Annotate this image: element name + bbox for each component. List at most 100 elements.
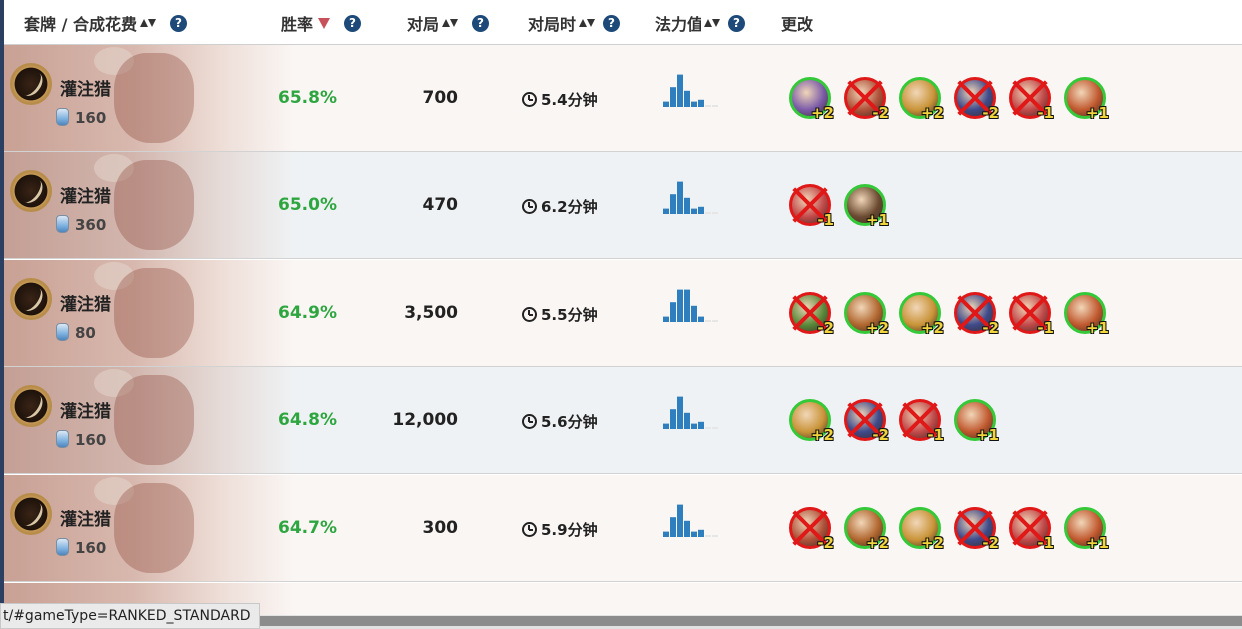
mana-curve-bar [677, 181, 683, 214]
card-added-icon[interactable]: +1 [844, 184, 889, 229]
winrate-value: 64.9% [278, 303, 337, 323]
mana-curve-bar [684, 197, 690, 214]
card-added-icon[interactable]: +2 [789, 399, 834, 444]
card-removed-icon[interactable]: -2 [954, 77, 999, 122]
games-count: 470 [422, 195, 459, 215]
sort-descending-icon[interactable] [318, 17, 331, 29]
card-removed-icon[interactable]: -2 [954, 292, 999, 337]
deck-art-background [4, 367, 294, 473]
card-count: +2 [920, 319, 944, 337]
card-count: -2 [982, 319, 999, 337]
card-removed-icon[interactable]: -2 [844, 77, 889, 122]
deck-row[interactable]: 灌注猎 160 64.8% 12,000 5.6分钟 +2 -2 -1 +1 [4, 367, 1242, 474]
winrate-value: 64.8% [278, 410, 337, 430]
help-icon[interactable]: ? [170, 14, 187, 32]
help-icon[interactable]: ? [603, 14, 621, 32]
card-added-icon[interactable]: +2 [899, 507, 944, 552]
card-count: +2 [920, 104, 944, 122]
header-deck-cost[interactable]: 套牌 / 合成花费 ? [24, 12, 187, 34]
deck-name[interactable]: 灌注猎 [60, 80, 111, 100]
mana-curve-bar [712, 320, 718, 322]
help-icon[interactable]: ? [472, 14, 490, 32]
mana-curve-bar-bg [705, 286, 711, 322]
card-added-icon[interactable]: +2 [844, 292, 889, 337]
card-count: +1 [865, 211, 889, 229]
card-added-icon[interactable]: +2 [899, 77, 944, 122]
card-removed-icon[interactable]: -1 [1009, 292, 1054, 337]
table-header: 套牌 / 合成花费 ? 胜率 ? 对局 ? 对局时 ? 法力值 ? 更改 [4, 0, 1242, 45]
card-added-icon[interactable]: +1 [1064, 507, 1109, 552]
duration: 5.6分钟 [522, 411, 598, 432]
mana-curve-bar-bg [712, 71, 718, 107]
games-count: 3,500 [404, 303, 458, 323]
deck-row[interactable]: 灌注猎 360 65.0% 470 6.2分钟 -1 +1 [4, 152, 1242, 259]
sort-both-icon[interactable] [579, 17, 596, 29]
dust-cost: 160 [75, 539, 107, 557]
deck-name[interactable]: 灌注猎 [60, 187, 111, 207]
header-mana-curve[interactable]: 法力值 ? [655, 12, 751, 34]
games-count: 700 [422, 88, 459, 108]
card-removed-icon[interactable]: -2 [789, 507, 834, 552]
mana-curve-bar-bg [712, 501, 718, 537]
card-added-icon[interactable]: +2 [899, 292, 944, 337]
dust-icon [56, 323, 69, 341]
card-removed-icon[interactable]: -2 [954, 507, 999, 552]
deck-name[interactable]: 灌注猎 [60, 402, 111, 422]
card-added-icon[interactable]: +1 [954, 399, 999, 444]
sort-both-icon[interactable] [140, 17, 156, 29]
mana-curve-chart [663, 501, 718, 537]
sort-both-icon[interactable] [442, 17, 459, 29]
scrollbar-thumb[interactable] [244, 616, 1242, 626]
deck-art-background [4, 475, 294, 581]
dust-cost: 80 [75, 324, 96, 342]
mana-curve-bar [698, 99, 704, 107]
header-duration[interactable]: 对局时 ? [528, 12, 622, 34]
card-added-icon[interactable]: +2 [789, 77, 834, 122]
card-count: +1 [1085, 534, 1109, 552]
card-added-icon[interactable]: +2 [844, 507, 889, 552]
duration: 5.5分钟 [522, 304, 598, 325]
sort-both-icon[interactable] [704, 17, 720, 29]
mana-curve-bar [670, 87, 676, 107]
card-removed-icon[interactable]: -1 [1009, 77, 1054, 122]
deck-name[interactable]: 灌注猎 [60, 295, 111, 315]
card-changes: -2 +2 +2 -2 -1 +1 [789, 507, 1119, 552]
deck-name[interactable]: 灌注猎 [60, 510, 111, 530]
hunter-class-icon [10, 278, 52, 320]
hunter-class-icon [10, 170, 52, 212]
card-removed-icon[interactable]: -2 [789, 292, 834, 337]
mana-curve-bar-bg [705, 71, 711, 107]
header-winrate-label: 胜率 [281, 15, 314, 34]
deck-row[interactable]: 灌注猎 160 65.8% 700 5.4分钟 +2 -2 +2 -2 -1 +1 [4, 45, 1242, 152]
mana-curve-bar [684, 289, 690, 322]
deck-row[interactable]: 灌注猎 80 64.9% 3,500 5.5分钟 -2 +2 +2 -2 -1 +1 [4, 260, 1242, 367]
card-removed-icon[interactable]: -1 [899, 399, 944, 444]
help-icon[interactable]: ? [344, 14, 362, 32]
mana-curve-bar [670, 409, 676, 429]
duration: 6.2分钟 [522, 196, 598, 217]
card-count: +2 [865, 534, 889, 552]
header-games[interactable]: 对局 ? [407, 12, 490, 34]
card-removed-icon[interactable]: -1 [1009, 507, 1054, 552]
dust-icon [56, 538, 69, 556]
header-games-label: 对局 [407, 15, 440, 34]
card-count: +1 [1085, 319, 1109, 337]
dust-icon [56, 430, 69, 448]
hunter-class-icon [10, 385, 52, 427]
deck-row[interactable]: 灌注猎 160 64.7% 300 5.9分钟 -2 +2 +2 -2 -1 +1 [4, 475, 1242, 582]
mana-curve-bar [691, 423, 697, 429]
mana-curve-bar [705, 212, 711, 214]
card-removed-icon[interactable]: -2 [844, 399, 889, 444]
card-count: -2 [817, 319, 834, 337]
card-added-icon[interactable]: +1 [1064, 292, 1109, 337]
mana-curve-bar-bg [712, 393, 718, 429]
card-added-icon[interactable]: +1 [1064, 77, 1109, 122]
help-icon[interactable]: ? [728, 14, 745, 32]
card-count: -1 [1037, 319, 1054, 337]
mana-curve-bar [691, 101, 697, 107]
header-winrate[interactable]: 胜率 ? [281, 12, 362, 34]
mana-curve-bar [663, 316, 669, 322]
card-removed-icon[interactable]: -1 [789, 184, 834, 229]
mana-curve-bar [698, 206, 704, 214]
